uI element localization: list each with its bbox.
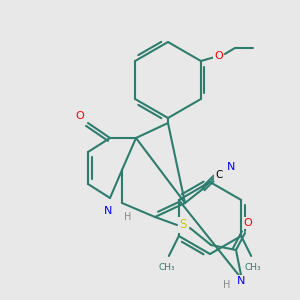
Text: C: C [215,170,223,180]
Text: H: H [124,212,131,222]
Text: O: O [76,111,84,121]
Text: CH₃: CH₃ [158,263,175,272]
Text: N: N [103,206,112,216]
Text: N: N [237,276,245,286]
Text: O: O [244,218,252,228]
Text: N: N [227,162,235,172]
Text: CH₃: CH₃ [245,263,262,272]
Text: H: H [223,280,231,290]
Text: S: S [179,218,187,232]
Text: O: O [214,51,223,61]
